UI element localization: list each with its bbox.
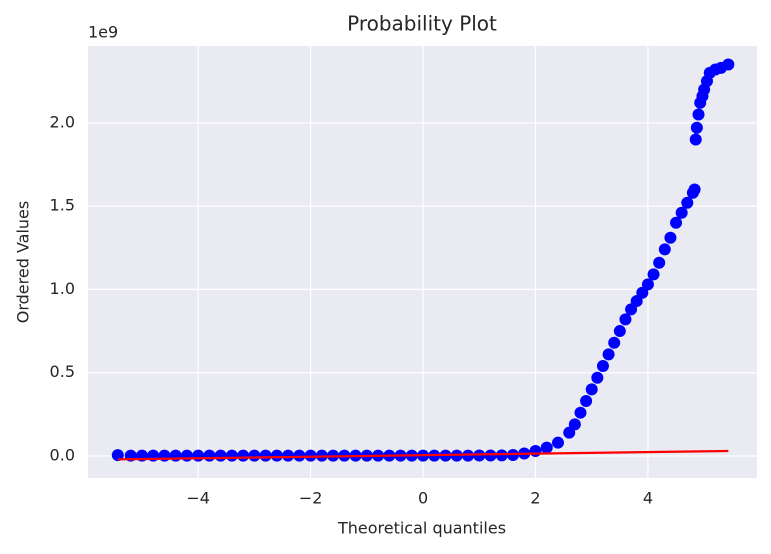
data-point [158,449,171,462]
data-point [237,449,250,462]
data-point [259,449,272,462]
x-tick-label: 0 [418,489,428,508]
data-point [613,325,626,338]
data-point [689,133,702,146]
data-point [602,348,615,361]
data-point [608,336,621,349]
data-point [495,449,508,462]
x-tick-label: 4 [643,489,653,508]
data-point [169,449,182,462]
data-point [675,206,688,219]
x-tick-label: −4 [186,489,210,508]
data-point [690,121,703,134]
data-point [180,449,193,462]
data-point [540,441,553,454]
data-point [192,449,205,462]
x-axis-label: Theoretical quantiles [337,519,506,538]
data-point [619,313,632,326]
data-point [580,395,593,408]
data-point [111,449,124,462]
data-point [282,449,295,462]
data-point [529,445,542,458]
data-point [653,256,666,269]
y-tick-label: 1.0 [50,279,75,298]
data-point [596,360,609,373]
data-point [484,449,497,462]
data-point [591,371,604,384]
data-point [293,449,306,462]
data-point [225,449,238,462]
y-tick-label: 0.5 [50,362,75,381]
y-tick-label: 2.0 [50,112,75,131]
data-point [551,436,564,449]
data-point [585,383,598,396]
x-tick-label: 2 [530,489,540,508]
data-point [270,449,283,462]
data-point [473,449,486,462]
data-point [670,216,683,229]
data-point [214,449,227,462]
data-point [568,418,581,431]
data-point [692,108,705,121]
x-tick-label: −2 [299,489,323,508]
data-point [574,406,587,419]
y-offset-label: 1e9 [88,23,118,42]
data-point [658,243,671,256]
data-point [641,278,654,291]
data-point [664,231,677,244]
data-point [248,449,261,462]
fit-line [117,449,729,461]
y-axis-label: Ordered Values [14,201,33,323]
y-tick-label: 0.0 [50,446,75,465]
chart-title: Probability Plot [347,12,497,36]
data-point [722,58,735,71]
data-point [688,183,701,196]
data-point [681,196,694,209]
data-point [203,449,216,462]
y-tick-label: 1.5 [50,196,75,215]
data-point [462,449,475,462]
data-point [647,268,660,281]
